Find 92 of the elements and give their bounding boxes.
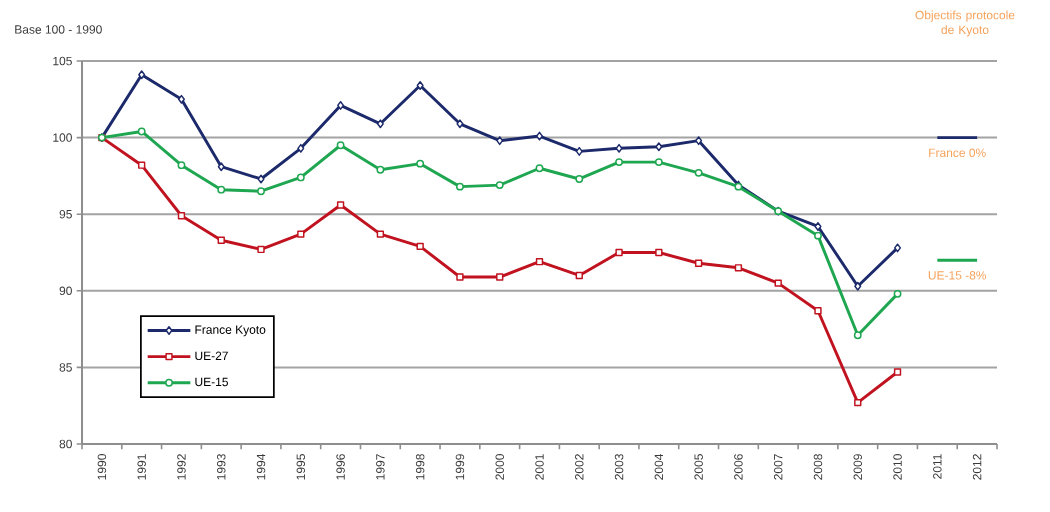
point [535, 131, 544, 141]
point [774, 279, 782, 287]
point [575, 175, 584, 183]
x-tick-label: 1998 [415, 454, 425, 480]
point [257, 245, 265, 254]
x-tick-label: 1990 [97, 454, 107, 480]
legend-label: UE-27 [195, 351, 228, 361]
x-tick-label: 2004 [654, 453, 664, 480]
point [257, 174, 265, 184]
point [575, 271, 583, 280]
y-tick-label: 105 [53, 56, 72, 66]
point [655, 248, 663, 257]
point [496, 136, 504, 146]
x-tick-label: 2003 [614, 454, 624, 480]
point [456, 182, 464, 191]
x-tick-label: 1997 [376, 454, 385, 480]
x-tick-label: 2006 [734, 454, 743, 480]
point [893, 368, 902, 376]
y-axis-title: Base 100 - 1990 [15, 25, 102, 34]
y-tick-label: 90 [59, 286, 72, 296]
x-tick-label: 1995 [296, 454, 306, 480]
point [376, 230, 385, 238]
text: Objectifs protocole de Kyoto [915, 10, 1015, 37]
x-tick-label: 2008 [813, 454, 823, 480]
point [177, 94, 185, 104]
point [217, 162, 225, 172]
series-label: UE-15 -8% [928, 271, 987, 280]
point [296, 173, 305, 182]
point [456, 273, 464, 281]
x-tick-label: 2002 [575, 454, 584, 480]
point [734, 264, 743, 272]
x-tick-label: 1993 [216, 454, 226, 480]
x-tick-label: 1999 [455, 454, 465, 480]
point [535, 258, 544, 266]
x-tick-label: 1992 [177, 454, 186, 480]
x-tick-label: 1996 [336, 454, 345, 480]
point [416, 159, 425, 168]
point [854, 398, 862, 407]
point [257, 187, 265, 196]
series-label: France 0% [929, 148, 986, 158]
point [416, 81, 424, 90]
point [376, 165, 385, 174]
point [336, 141, 345, 150]
point [694, 259, 703, 267]
point [893, 289, 902, 298]
point [376, 119, 384, 129]
point [814, 307, 822, 315]
point [217, 185, 226, 194]
point [575, 146, 583, 156]
x-tick-label: 2005 [694, 454, 703, 480]
point [694, 168, 703, 177]
point [495, 181, 504, 190]
y-tick-label: 85 [59, 363, 72, 372]
point [654, 158, 663, 167]
point [535, 164, 544, 173]
point [615, 158, 624, 167]
point [297, 143, 305, 153]
x-tick-label: 1991 [137, 454, 146, 480]
point [615, 143, 623, 153]
x-tick-label: 2001 [535, 454, 544, 480]
point [336, 201, 345, 209]
point [138, 161, 146, 169]
point [496, 273, 504, 281]
x-tick-label: 2011 [933, 454, 942, 479]
point [655, 142, 663, 152]
x-tick-label: 2009 [853, 454, 863, 480]
point [177, 212, 186, 220]
point [297, 230, 305, 238]
y-tick-label: 95 [59, 209, 72, 219]
x-tick-label: 1994 [256, 453, 266, 480]
x-tick-label: 2012 [972, 454, 982, 480]
y-tick-label: 100 [53, 133, 72, 142]
x-tick-label: 2010 [893, 454, 902, 480]
point [695, 136, 703, 146]
legend-label: UE-15 [195, 377, 228, 387]
point [416, 242, 424, 251]
point [894, 243, 902, 253]
point [853, 331, 862, 340]
point [137, 127, 146, 136]
point [814, 231, 822, 240]
y-tick-label: 80 [59, 439, 72, 449]
point [814, 221, 822, 231]
point [217, 236, 225, 244]
point [615, 248, 623, 257]
legend-label: France Kyoto [195, 325, 266, 337]
point [456, 119, 464, 129]
point [854, 281, 862, 291]
x-tick-label: 2007 [773, 454, 783, 480]
point [337, 100, 345, 110]
point [138, 70, 146, 80]
x-tick-label: 2000 [495, 454, 504, 480]
point [177, 161, 186, 170]
